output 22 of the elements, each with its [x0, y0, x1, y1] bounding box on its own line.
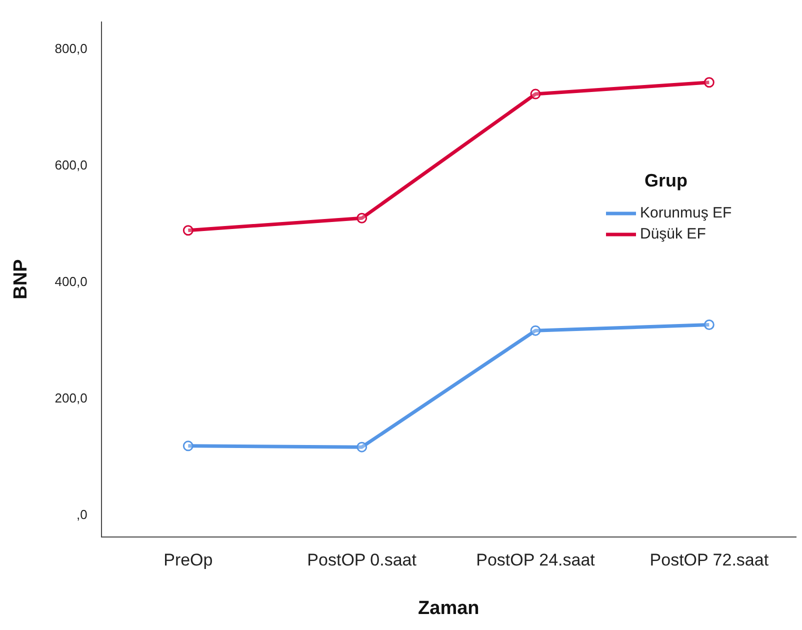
- y-tick-label: ,0: [76, 506, 88, 522]
- point: [704, 77, 714, 88]
- x-axis-title: Zaman: [418, 598, 480, 619]
- point: [182, 225, 194, 236]
- legend-label: Korunmuş EF: [640, 204, 732, 222]
- legend-label: Düşük EF: [640, 226, 706, 243]
- y-tick-label: 600,0: [54, 157, 88, 172]
- point: [356, 212, 368, 224]
- point: [356, 442, 368, 452]
- y-tick-label: 800,0: [54, 40, 88, 56]
- y-axis-title: BNP: [10, 258, 32, 300]
- legend-title: Grup: [644, 170, 688, 190]
- y-tick-label: 200,0: [54, 390, 88, 406]
- x-tick-label: PostOP 0.saat: [307, 550, 417, 570]
- x-tick-label: PreOp: [164, 550, 213, 570]
- point: [530, 88, 541, 100]
- point: [704, 319, 714, 330]
- x-tick-label: PostOP 24.saat: [476, 550, 596, 570]
- point: [182, 440, 194, 452]
- point: [530, 325, 541, 336]
- y-tick-label: 400,0: [54, 274, 88, 289]
- x-tick-label: PostOP 72.saat: [650, 550, 769, 570]
